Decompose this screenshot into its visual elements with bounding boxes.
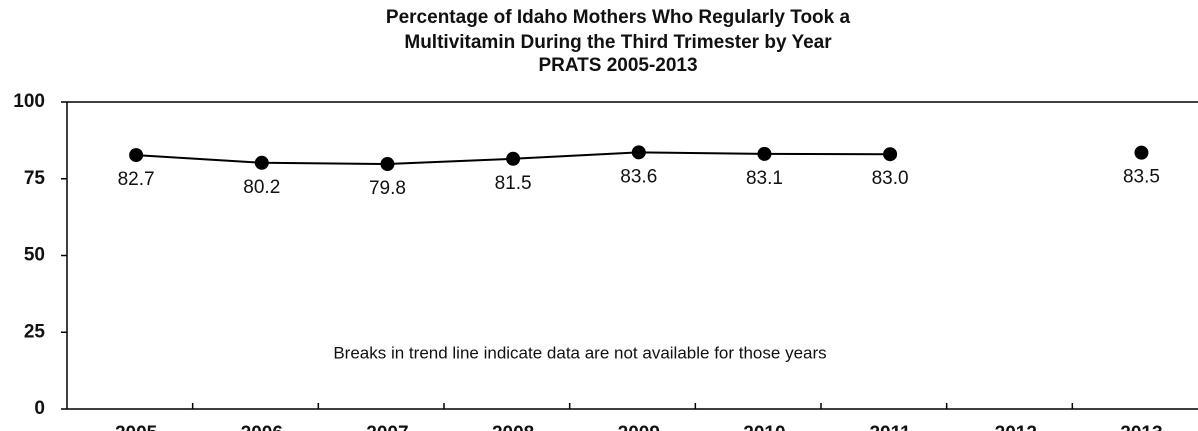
data-label: 81.5 [495,173,532,194]
data-label: 80.2 [243,177,280,198]
data-point [129,148,144,163]
data-point [506,151,521,166]
data-label: 83.0 [872,168,909,189]
data-point [757,146,772,161]
data-label: 82.7 [118,169,155,190]
data-label: 79.8 [369,178,406,199]
x-tick-label: 2011 [869,423,911,431]
y-tick-label: 100 [13,91,45,112]
chart-title: Percentage of Idaho Mothers Who Regularl… [386,7,851,28]
x-tick-label: 2006 [241,423,283,431]
x-tick-label: 2013 [1120,423,1162,431]
y-tick-label: 50 [24,245,45,266]
data-point [883,147,898,162]
data-point [254,155,269,170]
annotation: Breaks in trend line indicate data are n… [333,343,826,362]
x-tick-label: 2008 [492,423,534,431]
data-point [1134,145,1149,160]
x-tick-label: 2012 [995,423,1037,431]
data-point [631,145,646,160]
x-tick-label: 2007 [366,423,408,431]
y-tick-label: 0 [34,398,45,419]
chart-title: Multivitamin During the Third Trimester … [404,32,832,53]
y-tick-label: 25 [24,321,46,342]
x-tick-label: 2010 [743,423,785,431]
data-label: 83.5 [1123,167,1160,188]
chart-subtitle: PRATS 2005-2013 [538,55,697,76]
data-label: 83.1 [746,168,783,189]
x-tick-label: 2005 [115,423,158,431]
data-point [380,157,395,172]
x-tick-label: 2009 [618,423,660,431]
y-tick-label: 75 [24,168,46,189]
data-label: 83.6 [620,166,657,187]
